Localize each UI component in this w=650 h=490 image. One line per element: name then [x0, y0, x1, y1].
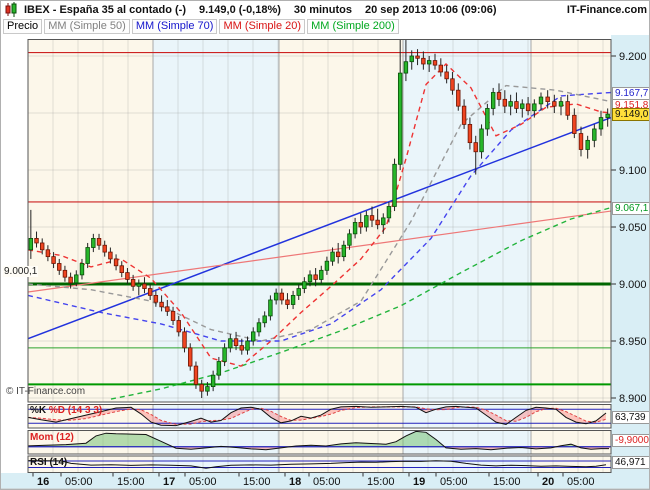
- last-price-box: 9.149,0: [612, 108, 649, 121]
- y-axis-tick-label: 9.100: [619, 165, 647, 177]
- main-panel-layer: [28, 39, 611, 400]
- legend-ma-item-0[interactable]: MM (Simple 50): [44, 19, 130, 34]
- last-price-change: 9.149,0 (-0,18%): [198, 3, 281, 16]
- x-axis-label: 16: [37, 476, 49, 488]
- stoch-d-line: [27, 406, 607, 425]
- x-axis-label: 05:00: [65, 476, 93, 488]
- x-axis-label: 05:00: [567, 476, 595, 488]
- legend-ma-item-3[interactable]: MM (Simple 200): [307, 19, 399, 34]
- ma-line-mm20: [28, 63, 611, 367]
- y-axis-tick-label: 8.900: [619, 393, 647, 405]
- y-axis-tick-label: 9.200: [619, 51, 647, 63]
- y-axis-tick-label: 9.000: [619, 279, 647, 291]
- x-axis-label: 05:00: [313, 476, 341, 488]
- legend-precio[interactable]: Precio: [3, 19, 43, 34]
- instrument-title: IBEX - España 35 al contado (-): [24, 3, 186, 16]
- momentum-value-box: -9,9000: [612, 434, 649, 447]
- x-axis-label: 18: [289, 476, 301, 488]
- x-axis-label: 05:00: [440, 476, 468, 488]
- momentum-line: [27, 430, 609, 451]
- stoch-value-box: 63,739: [612, 411, 649, 424]
- datetime-label: 20 sep 2013 10:06 (09:06): [365, 3, 497, 16]
- rsi-label: RSI (14): [30, 457, 67, 468]
- timeframe-label[interactable]: 30 minutos: [293, 3, 352, 16]
- y-axis-tick-label: 8.950: [619, 336, 647, 348]
- momentum-positive-fill: [28, 431, 611, 447]
- brand-label: IT-Finance.com: [566, 3, 647, 16]
- x-axis-label: 05:00: [189, 476, 217, 488]
- candlestick-icon: [5, 2, 17, 17]
- stoch-k-line: [27, 405, 607, 427]
- rsi-value-box: 46,971: [612, 456, 649, 469]
- title-bar: IBEX - España 35 al contado (-) 9.149,0 …: [1, 1, 649, 18]
- copyright-label: © IT-Finance.com: [6, 386, 86, 397]
- price-line-label: 9.000,1: [3, 266, 39, 277]
- legend-ma-item-2[interactable]: MM (Simple 20): [219, 19, 306, 34]
- ma-line-mm200: [110, 206, 611, 400]
- legend-ma-items: MM (Simple 50) MM (Simple 70) MM (Simple 2…: [42, 19, 399, 34]
- x-axis-label: 19: [413, 476, 425, 488]
- x-axis-label: 15:00: [493, 476, 521, 488]
- legend-ma-item-1[interactable]: MM (Simple 70): [131, 19, 218, 34]
- stoch-label: %K %D (14 3 3): [30, 405, 102, 416]
- ma-line-mm50: [28, 84, 611, 342]
- x-axis-label: 17: [163, 476, 175, 488]
- y-axis-tick-label: 9.050: [619, 222, 647, 234]
- ma200-value-box: 9.067,1: [612, 202, 649, 215]
- momentum-label: Mom (12): [30, 432, 74, 443]
- x-axis-label: 15:00: [117, 476, 145, 488]
- x-axis-label: 15:00: [367, 476, 395, 488]
- candles-layer: [28, 39, 610, 398]
- rsi-line: [27, 460, 607, 469]
- x-axis-label: 15:00: [243, 476, 271, 488]
- x-axis-label: 20: [542, 476, 554, 488]
- legend-bar: Precio MM (Simple 50) MM (Simple 70) MM (S…: [1, 18, 649, 35]
